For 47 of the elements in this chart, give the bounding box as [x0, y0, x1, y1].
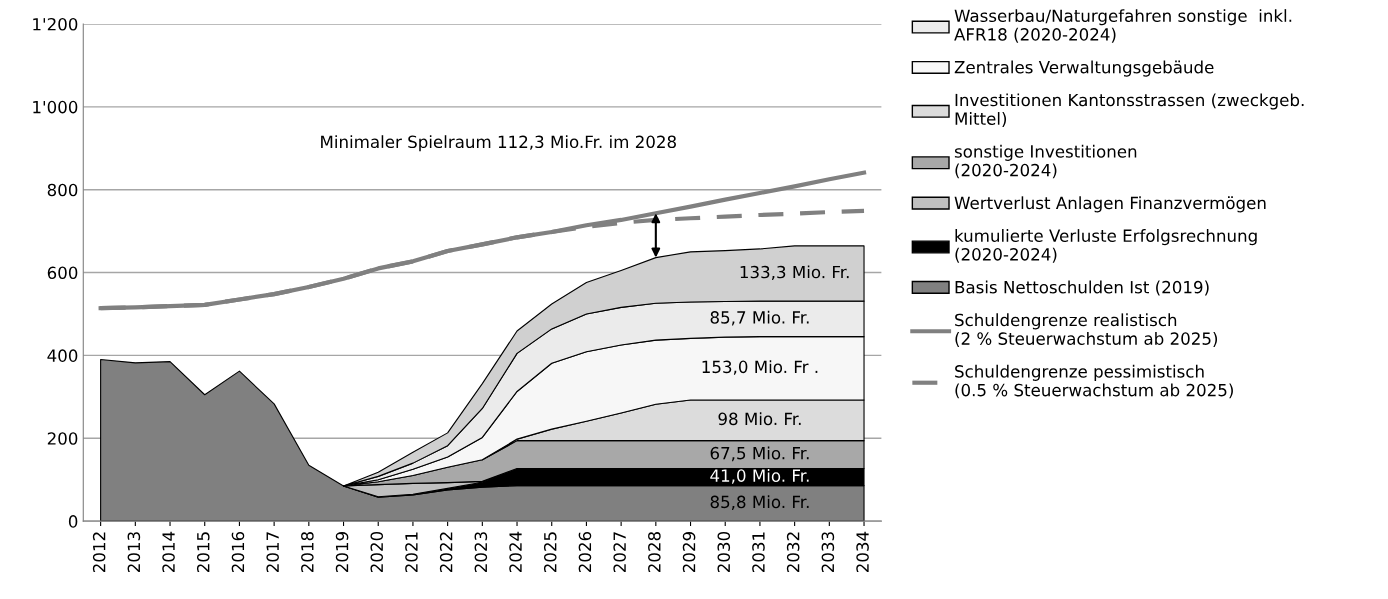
legend-label: Schuldengrenze realistisch (2 % Steuerwachstum ab 2025) [955, 313, 1218, 347]
legend-label: Schuldengrenze pessimistisch (0.5 % Steuerwachstum ab 2025) [955, 364, 1233, 399]
x-tick-label: 2023 [474, 532, 488, 573]
x-tick-label: 2032 [786, 532, 800, 573]
x-tick-label: 2015 [196, 532, 210, 573]
legend-label: Wasserbau/Naturgefahren sonstige inkl. AFR18 (2020-2024) [954, 9, 1292, 43]
y-tick-label: 1'200 [33, 17, 78, 31]
x-tick-label: 2022 [439, 532, 453, 573]
x-tick-label: 2025 [543, 532, 557, 573]
x-tick-label: 2034 [856, 531, 869, 573]
y-tick-label: 200 [47, 432, 78, 445]
y-tick-label: 800 [47, 183, 78, 197]
data-label: 85,7 Mio. Fr. [710, 310, 809, 326]
y-tick-label: 1'000 [33, 100, 78, 114]
data-label: 133,3 Mio. Fr. [740, 265, 849, 281]
data-label: 67,5 Mio. Fr. [710, 446, 809, 462]
legend-label: Wertverlust Anlagen Finanzvermögen [954, 196, 1266, 213]
y-tick-label: 400 [47, 349, 78, 362]
x-tick-label: 2030 [717, 531, 731, 573]
legend-label: kumulierte Verluste Erfolgsrechnung (2020-2024) [955, 229, 1257, 263]
legend-label: Investitionen Kantonsstrassen (zweckgeb. Mittel) [955, 93, 1304, 127]
x-tick-label: 2021 [405, 532, 418, 573]
x-tick-label: 2013 [127, 532, 141, 573]
data-label: 85,8 Mio. Fr. [710, 495, 809, 510]
x-tick-label: 2018 [301, 531, 314, 573]
x-tick-label: 2028 [648, 531, 661, 573]
data-label: 153,0 Mio. Fr . [702, 360, 818, 375]
x-tick-label: 2024 [509, 531, 522, 573]
y-tick-label: 600 [47, 266, 78, 280]
x-tick-label: 2029 [682, 532, 696, 573]
x-tick-label: 2012 [92, 532, 106, 573]
data-label: 98 Mio. Fr. [718, 412, 801, 426]
data-label: 41,0 Mio. Fr. [710, 469, 809, 484]
x-tick-label: 2016 [231, 531, 245, 573]
x-tick-label: 2019 [335, 532, 349, 573]
x-tick-label: 2020 [370, 531, 384, 573]
x-tick-label: 2014 [162, 531, 175, 573]
x-tick-label: 2031 [752, 532, 765, 573]
x-tick-label: 2017 [266, 532, 279, 573]
legend-label: sonstige Investitionen (2020-2024) [954, 144, 1137, 179]
legend-label: Basis Nettoschulden Ist (2019) [955, 280, 1209, 296]
annotation: Minimaler Spielraum 112,3 Mio.Fr. im 2028 [321, 135, 676, 152]
legend-label: Zentrales Verwaltungsgebäude [954, 60, 1214, 77]
y-tick-label: 0 [68, 515, 78, 528]
x-tick-label: 2033 [821, 532, 835, 573]
x-tick-label: 2027 [613, 532, 626, 573]
x-tick-label: 2026 [578, 531, 592, 573]
